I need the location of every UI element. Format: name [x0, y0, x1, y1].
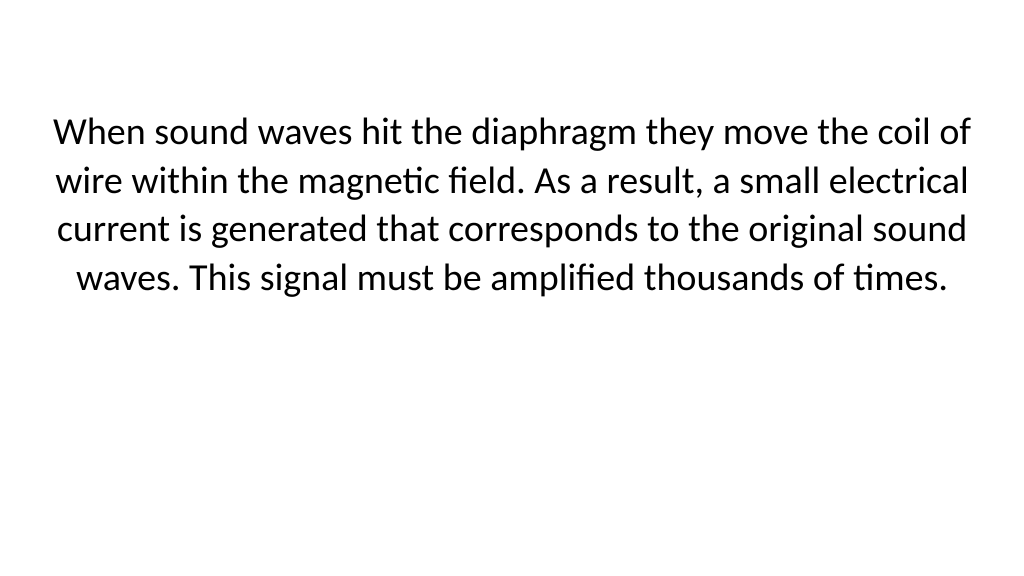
slide-body-text: When sound waves hit the diaphragm they … — [48, 108, 976, 303]
slide-container: When sound waves hit the diaphragm they … — [0, 0, 1024, 303]
